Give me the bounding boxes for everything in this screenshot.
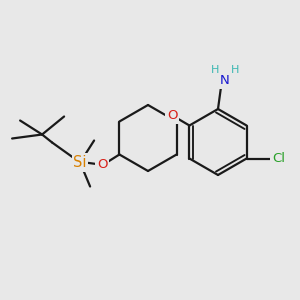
Text: O: O — [167, 109, 177, 122]
Text: Cl: Cl — [272, 152, 285, 165]
Text: O: O — [97, 158, 107, 171]
Text: Cl: Cl — [272, 152, 285, 165]
Text: H: H — [231, 65, 239, 75]
Text: N: N — [220, 74, 230, 88]
Text: Si: Si — [74, 155, 87, 170]
Text: Si: Si — [74, 155, 87, 170]
Text: N: N — [220, 74, 230, 88]
Text: H: H — [231, 65, 239, 75]
Text: O: O — [97, 158, 107, 171]
Text: H: H — [211, 65, 219, 75]
Text: O: O — [167, 109, 177, 122]
Text: H: H — [211, 65, 219, 75]
